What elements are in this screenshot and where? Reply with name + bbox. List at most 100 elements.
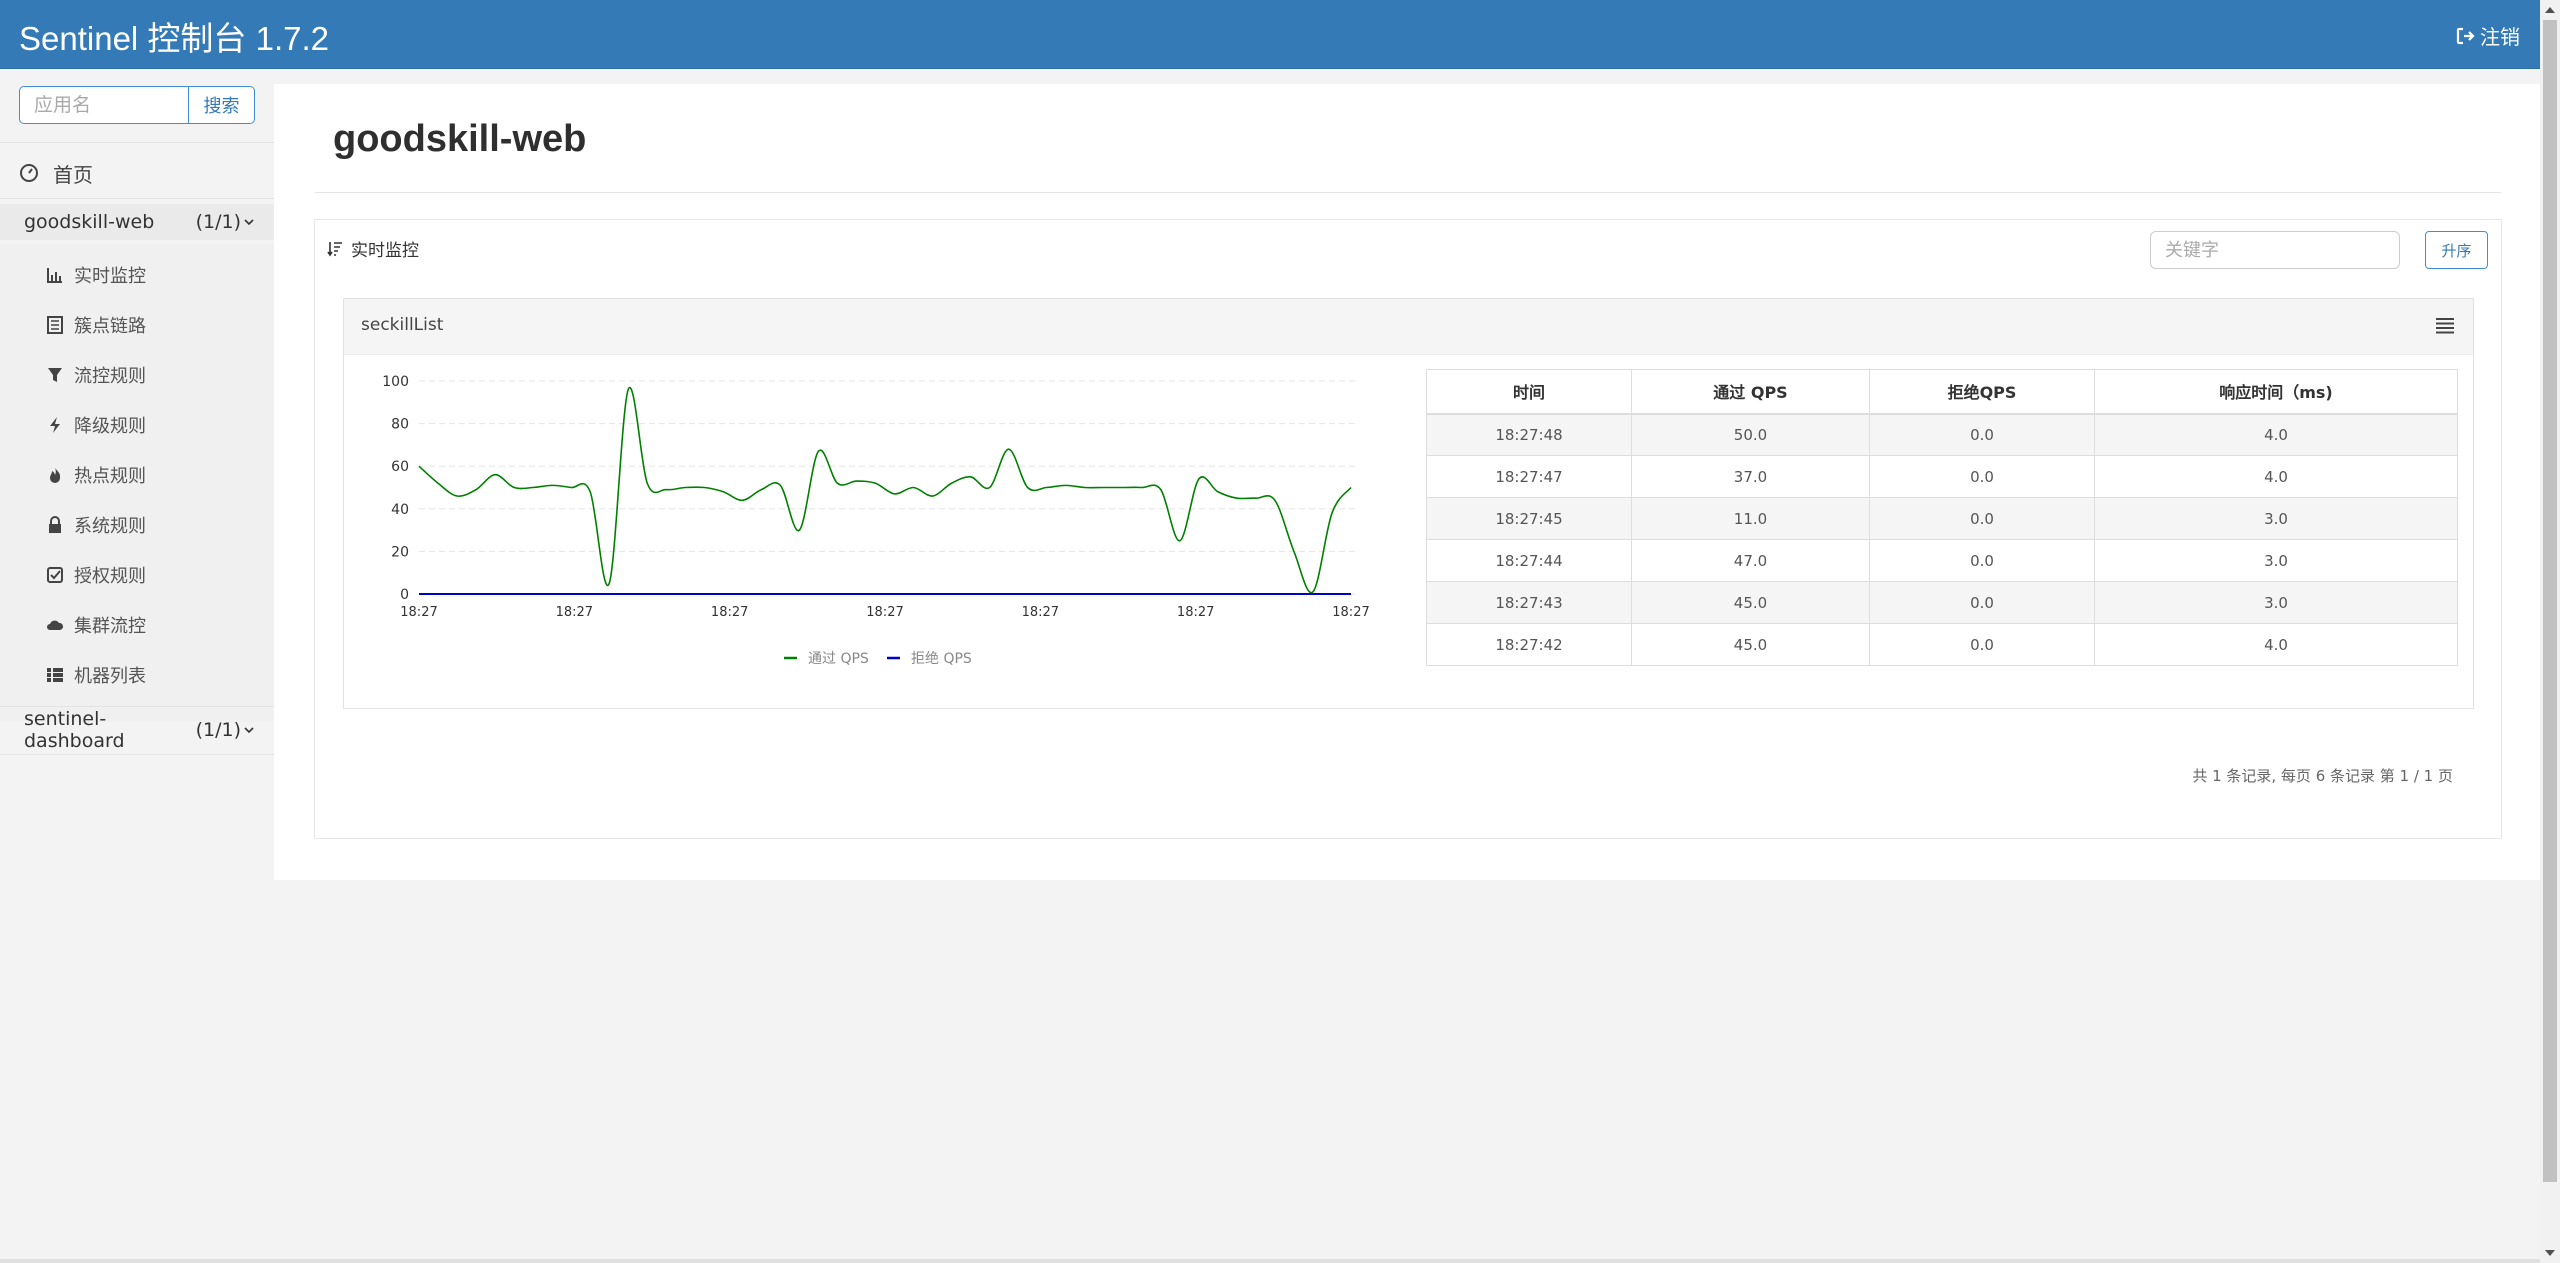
sidebar-item-flow-rules[interactable]: 流控规则	[0, 350, 274, 400]
th-list-icon	[47, 668, 63, 682]
sidebar-item-authority-rules[interactable]: 授权规则	[0, 550, 274, 600]
sign-out-icon	[2456, 27, 2475, 44]
cell: 18:27:48	[1426, 413, 1632, 456]
menu-icon[interactable]	[2435, 317, 2455, 334]
sort-amount-icon	[327, 241, 342, 256]
panel-title: 实时监控	[351, 241, 419, 261]
sidebar-divider	[0, 706, 274, 707]
keyword-input[interactable]	[2150, 231, 2400, 269]
app-search-group: 搜索	[19, 86, 255, 124]
page-title: goodskill-web	[333, 118, 587, 160]
y-tick-label: 20	[391, 544, 409, 560]
legend-label: 通过 QPS	[808, 651, 869, 667]
cell: 3.0	[2094, 539, 2458, 582]
sidebar-item-cluster-flow[interactable]: 集群流控	[0, 600, 274, 650]
fire-icon	[50, 467, 61, 483]
y-tick-label: 60	[391, 459, 409, 475]
table-header-row: 时间 通过 QPS 拒绝QPS 响应时间（ms)	[1426, 369, 2458, 415]
brand-title[interactable]: Sentinel 控制台 1.7.2	[19, 20, 329, 57]
cell: 0.0	[1869, 581, 2095, 624]
cell: 37.0	[1631, 455, 1870, 498]
main-content: goodskill-web 实时监控 升序 seckillList 0 20 40 6…	[274, 84, 2540, 880]
lock-icon	[49, 516, 61, 533]
y-tick-label: 80	[391, 417, 409, 433]
app-count: (1/1)	[195, 719, 241, 741]
y-tick-label: 100	[382, 374, 409, 390]
app-item-goodskill-web[interactable]: goodskill-web (1/1)	[0, 204, 274, 240]
bar-chart-icon	[47, 268, 62, 283]
cell: 18:27:44	[1426, 539, 1632, 582]
app-name: goodskill-web	[24, 211, 155, 233]
resource-name: seckillList	[361, 315, 444, 335]
scroll-up-icon[interactable]	[2545, 7, 2555, 13]
column-header: 响应时间（ms)	[2094, 369, 2458, 415]
sidebar-divider	[0, 142, 274, 143]
chevron-down-icon	[244, 727, 254, 734]
cell: 45.0	[1631, 581, 1870, 624]
table-row: 18:27:42 45.0 0.0 4.0	[1426, 623, 2458, 666]
series-line-0	[418, 386, 1352, 594]
sidebar-item-machine-list[interactable]: 机器列表	[0, 650, 274, 700]
menu-label: 热点规则	[74, 466, 146, 487]
panel-header: 实时监控	[327, 236, 419, 261]
sort-ascending-button[interactable]: 升序	[2425, 231, 2488, 269]
pagination-summary: 共 1 条记录, 每页 6 条记录 第 1 / 1 页	[2192, 767, 2453, 785]
menu-label: 流控规则	[74, 366, 146, 387]
chevron-down-icon	[244, 219, 254, 226]
x-tick-label: 18:27	[711, 605, 748, 620]
flash-icon	[50, 417, 60, 433]
cell: 0.0	[1869, 497, 2095, 540]
logout-label: 注销	[2480, 25, 2520, 49]
scroll-thumb[interactable]	[2543, 20, 2557, 1182]
cell: 0.0	[1869, 539, 2095, 582]
cell: 18:27:45	[1426, 497, 1632, 540]
sidebar-item-home[interactable]: 首页	[19, 154, 93, 192]
sidebar-item-realtime-monitor[interactable]: 实时监控	[0, 250, 274, 300]
resource-card-header: seckillList	[344, 299, 2473, 355]
check-icon	[47, 567, 63, 583]
x-tick-label: 18:27	[866, 605, 903, 620]
cell: 3.0	[2094, 497, 2458, 540]
x-tick-label: 18:27	[1332, 605, 1369, 620]
cell: 50.0	[1631, 413, 1870, 456]
app-search-input[interactable]	[19, 86, 189, 124]
menu-label: 授权规则	[74, 566, 146, 587]
title-divider	[315, 192, 2501, 193]
sidebar-item-degrade-rules[interactable]: 降级规则	[0, 400, 274, 450]
cloud-icon	[47, 620, 64, 630]
sidebar: 搜索 首页 goodskill-web (1/1) 实时监控 簇点链路 流控规则…	[0, 70, 274, 1259]
menu-label: 簇点链路	[74, 316, 146, 337]
vertical-scrollbar[interactable]	[2540, 0, 2560, 1263]
cell: 11.0	[1631, 497, 1870, 540]
sidebar-divider	[0, 198, 274, 199]
search-button[interactable]: 搜索	[189, 86, 255, 124]
logout-link[interactable]: 注销	[2455, 21, 2520, 50]
x-tick-label: 18:27	[400, 605, 437, 620]
app-item-sentinel-dashboard[interactable]: sentinel-dashboard (1/1)	[0, 708, 274, 752]
legend-label: 拒绝 QPS	[911, 651, 972, 667]
cell: 0.0	[1869, 413, 2095, 456]
filter-icon	[48, 368, 62, 382]
cell: 18:27:43	[1426, 581, 1632, 624]
y-tick-label: 0	[400, 587, 409, 603]
list-alt-icon	[47, 316, 63, 334]
horizontal-scrollbar[interactable]	[0, 1259, 2540, 1263]
menu-label: 集群流控	[74, 616, 146, 637]
sidebar-item-cluster-node[interactable]: 簇点链路	[0, 300, 274, 350]
resource-card: seckillList 0 20 40 60 80 100 18:27 18:27 18:27 1…	[343, 298, 2474, 709]
qps-line-chart: 0 20 40 60 80 100 18:27 18:27 18:27 18:27 18:27 18:…	[382, 374, 1369, 667]
x-tick-label: 18:27	[556, 605, 593, 620]
menu-label: 降级规则	[74, 416, 146, 437]
y-tick-label: 40	[391, 502, 409, 518]
home-label: 首页	[53, 162, 93, 187]
realtime-monitor-panel: 实时监控 升序 seckillList 0 20 40 60 80 100 18:27 18:…	[314, 219, 2502, 839]
cell: 18:27:42	[1426, 623, 1632, 666]
sidebar-divider	[0, 754, 274, 755]
cell: 4.0	[2094, 623, 2458, 666]
table-row: 18:27:45 11.0 0.0 3.0	[1426, 497, 2458, 540]
cell: 4.0	[2094, 455, 2458, 498]
scroll-down-icon[interactable]	[2545, 1250, 2555, 1256]
menu-label: 机器列表	[74, 666, 146, 687]
sidebar-item-hotspot-rules[interactable]: 热点规则	[0, 450, 274, 500]
sidebar-item-system-rules[interactable]: 系统规则	[0, 500, 274, 550]
